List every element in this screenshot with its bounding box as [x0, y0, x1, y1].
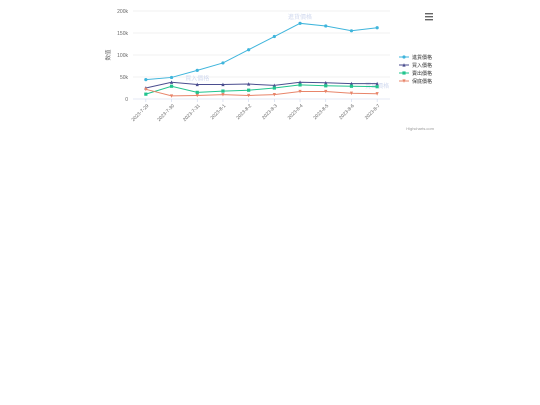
data-point[interactable] [169, 94, 174, 98]
data-point[interactable] [144, 87, 148, 92]
data-point[interactable] [298, 80, 302, 84]
x-tick-label: 2023-7-29 [131, 103, 151, 123]
credits-link[interactable]: Highcharts.com [406, 126, 434, 131]
series-watermark-label: 進貨價格 [288, 13, 312, 21]
x-tick-label: 2023-8-3 [261, 103, 279, 121]
legend-label: 買入價格 [412, 62, 432, 69]
series-group [144, 21, 379, 98]
data-point[interactable] [349, 81, 354, 86]
legend-marker [402, 79, 406, 83]
y-tick-label: 200k [117, 9, 128, 15]
legend-item[interactable]: 賣出價格 [399, 70, 432, 77]
x-tick-label: 2023-8-6 [338, 103, 356, 121]
data-point[interactable] [375, 92, 379, 96]
x-tick-label: 2023-8-7 [364, 103, 382, 121]
legend-item[interactable]: 進貨價格 [399, 54, 432, 61]
legend-marker [402, 55, 406, 59]
data-point[interactable] [221, 61, 225, 65]
data-point[interactable] [195, 90, 199, 94]
legend-marker [402, 71, 406, 75]
series-賣出價格[interactable] [144, 83, 379, 96]
series-line[interactable] [145, 84, 378, 95]
data-point[interactable] [195, 68, 199, 72]
series-watermark-label: 買入價格 [185, 75, 209, 83]
legend-label: 進貨價格 [412, 54, 432, 61]
series-line[interactable] [145, 88, 378, 97]
data-point[interactable] [324, 24, 328, 28]
legend-item[interactable]: 保底價格 [399, 78, 432, 85]
grid-lines [133, 10, 390, 100]
hamburger-menu-icon[interactable] [425, 13, 433, 21]
data-point[interactable] [324, 80, 328, 85]
data-point[interactable] [221, 93, 225, 97]
data-point[interactable] [298, 21, 302, 25]
data-point[interactable] [349, 84, 354, 88]
x-tick-label: 2023-7-31 [182, 103, 202, 123]
data-point[interactable] [349, 29, 354, 33]
data-point[interactable] [324, 84, 328, 88]
data-point[interactable] [349, 91, 354, 96]
series-保底價格[interactable] [144, 87, 379, 98]
series-買入價格[interactable] [144, 80, 379, 90]
data-point[interactable] [298, 89, 302, 94]
data-point[interactable] [195, 93, 199, 98]
series-line[interactable] [145, 22, 378, 81]
data-point[interactable] [144, 78, 148, 82]
data-point[interactable] [375, 26, 379, 30]
data-point[interactable] [298, 83, 302, 87]
y-tick-label: 0 [125, 97, 128, 103]
x-axis: 2023-7-29 2023-7-30 2023-7-31 2023-8-1 2023-… [131, 99, 382, 123]
chart-container: 0 50k 100k 150k 200k 数值 2023-7-29 2023-7-30 20… [0, 0, 540, 140]
data-point[interactable] [247, 88, 251, 92]
data-point[interactable] [144, 92, 148, 96]
y-tick-label: 100k [117, 53, 128, 59]
data-point[interactable] [272, 34, 276, 39]
x-tick-label: 2023-8-5 [312, 103, 330, 121]
data-point[interactable] [272, 86, 276, 90]
data-point[interactable] [169, 84, 174, 88]
x-tick-label: 2023-8-2 [235, 103, 253, 121]
y-axis: 0 50k 100k 150k 200k [117, 9, 128, 103]
series-進貨價格[interactable] [144, 21, 379, 82]
data-point[interactable] [221, 89, 225, 93]
data-point[interactable] [247, 82, 251, 86]
data-point[interactable] [272, 83, 276, 87]
x-tick-label: 2023-7-30 [156, 103, 176, 123]
x-tick-label: 2023-8-4 [287, 103, 305, 121]
legend-item[interactable]: 買入價格 [399, 62, 432, 69]
series-line[interactable] [145, 81, 378, 89]
data-point[interactable] [221, 82, 225, 87]
data-point[interactable] [195, 82, 199, 87]
y-tick-label: 50k [120, 75, 129, 81]
data-point[interactable] [375, 81, 379, 86]
y-axis-title: 数值 [104, 49, 112, 61]
data-point[interactable] [247, 93, 251, 98]
data-point[interactable] [272, 93, 276, 97]
data-point[interactable] [375, 85, 379, 89]
legend-marker [402, 63, 406, 67]
data-point[interactable] [169, 80, 174, 84]
data-point[interactable] [247, 48, 251, 52]
x-tick-label: 2023-8-1 [210, 103, 228, 121]
data-point[interactable] [169, 75, 174, 80]
legend-label: 賣出價格 [412, 70, 432, 77]
data-point[interactable] [324, 89, 328, 94]
y-tick-label: 150k [117, 31, 128, 37]
legend-label: 保底價格 [412, 78, 432, 85]
